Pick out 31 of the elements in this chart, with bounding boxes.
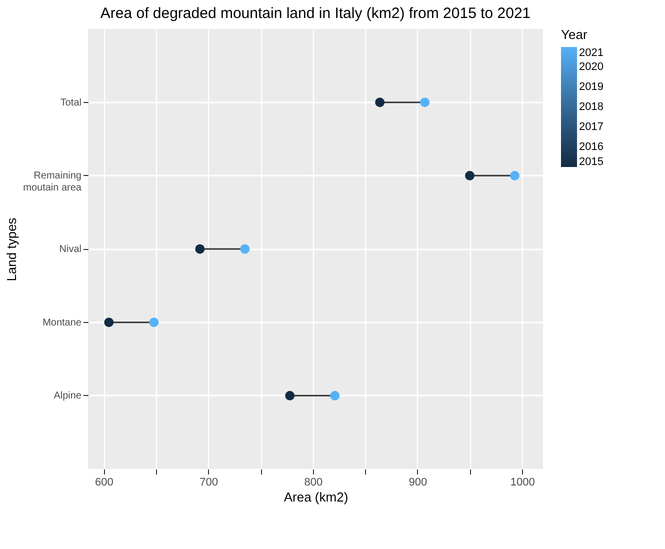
point [285,390,295,400]
y-axis-title: Land types [4,217,20,282]
point [510,170,520,180]
color-bar-label: 2016 [579,141,604,153]
x-axis-title: Area (km2) [284,490,348,504]
x-tick-label: 800 [304,476,323,488]
point [149,318,159,328]
y-tick-label: Total [60,97,82,108]
point [465,170,475,180]
y-tick-label: Nival [59,244,82,255]
color-bar-label: 2018 [579,101,604,113]
legend-title: Year [561,27,588,42]
x-tick-label: 900 [408,476,428,488]
point [375,98,385,108]
x-tick-label: 600 [95,476,114,488]
point [420,98,430,108]
point [330,390,340,400]
y-tick-label: Alpine [54,390,82,402]
x-tick-label: 1000 [510,476,535,488]
point [104,318,114,328]
y-tick-label: Remaining moutain area [23,170,82,194]
point [195,244,205,254]
color-bar-label: 2020 [579,61,604,73]
x-tick-label: 700 [200,476,218,488]
color-bar-label: 2019 [579,81,604,93]
y-tick-label: Montane [42,317,82,328]
color-bar-label: 2017 [579,121,604,133]
color-bar-label: 2021 [579,47,604,59]
point [240,244,250,254]
color-bar-label: 2015 [579,156,604,168]
chart-title: Area of degraded mountain land in Italy (km2) from 2015 to 2021 [100,5,531,22]
